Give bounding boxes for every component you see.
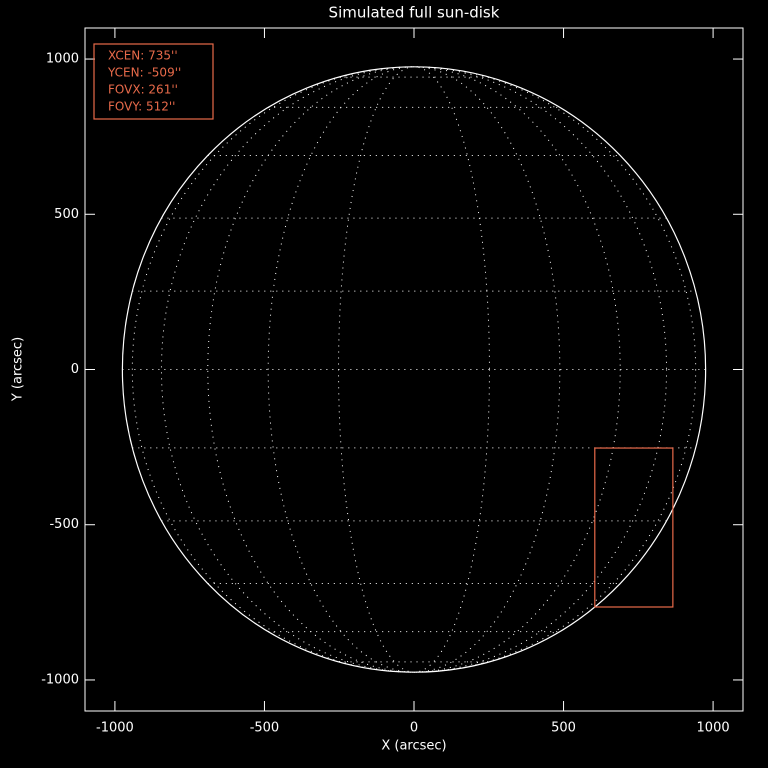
y-tick-label: 500: [54, 207, 79, 222]
annotation-box: [93, 43, 214, 120]
longitude-line: [414, 66, 490, 673]
y-tick-label: 0: [71, 362, 79, 377]
annotation: YCEN: -509'': [107, 66, 181, 80]
chart-title: Simulated full sun-disk: [329, 4, 500, 22]
longitude-line: [414, 66, 621, 673]
x-axis-label: X (arcsec): [381, 739, 446, 754]
x-tick-label: -500: [250, 721, 280, 736]
longitude-line: [414, 66, 667, 673]
y-tick-label: -500: [49, 517, 79, 532]
longitude-line: [338, 66, 414, 673]
fov-box: [594, 447, 674, 608]
x-tick-label: -1000: [96, 721, 134, 736]
x-tick-label: 500: [551, 721, 576, 736]
x-tick-label: 0: [410, 721, 418, 736]
annotation: XCEN: 735'': [108, 49, 178, 63]
y-axis-label: Y (arcsec): [11, 337, 26, 402]
y-tick-label: 1000: [46, 52, 79, 67]
x-tick-label: 1000: [697, 721, 730, 736]
longitude-line: [414, 66, 561, 673]
annotation: FOVX: 261'': [108, 83, 178, 97]
annotation: FOVY: 512'': [108, 100, 175, 114]
longitude-line: [414, 66, 697, 673]
y-tick-label: -1000: [41, 672, 79, 687]
